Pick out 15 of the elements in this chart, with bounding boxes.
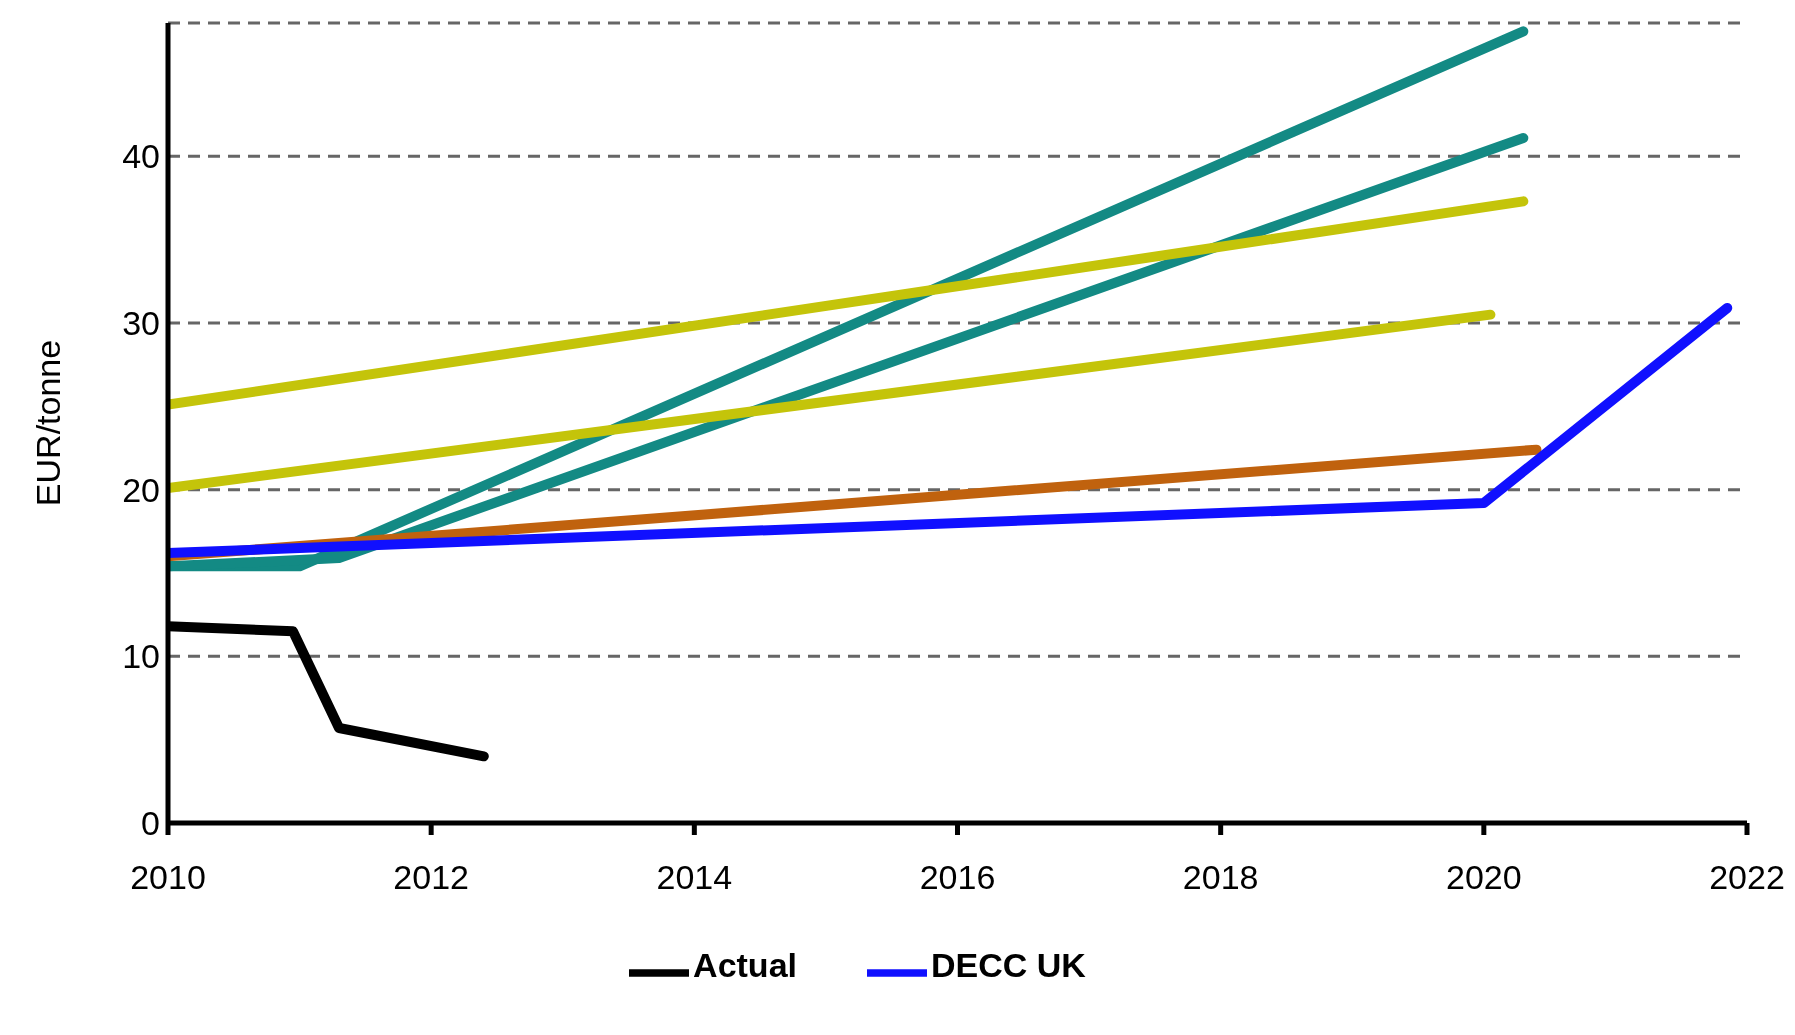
y-axis-title: EUR/tonne: [29, 339, 68, 507]
x-tick-label: 2012: [393, 858, 469, 897]
y-tick-label: 20: [122, 470, 160, 509]
x-tick-label: 2020: [1446, 858, 1522, 897]
legend-label: Actual: [693, 946, 797, 985]
x-tick-label: 2022: [1709, 858, 1785, 897]
x-tick-label: 2014: [656, 858, 733, 897]
x-tick-label: 2010: [130, 858, 206, 897]
y-tick-label: 0: [141, 804, 160, 843]
y-tick-label: 40: [122, 137, 160, 176]
legend-label: DECC UK: [931, 946, 1086, 985]
x-tick-label: 2016: [919, 858, 996, 897]
y-tick-label: 10: [122, 637, 160, 676]
y-tick-label: 30: [122, 304, 160, 343]
x-tick-label: 2018: [1182, 858, 1259, 897]
